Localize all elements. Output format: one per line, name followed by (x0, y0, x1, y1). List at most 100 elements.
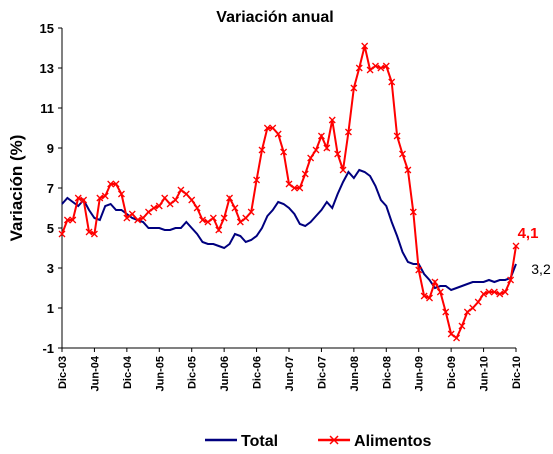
series-line (61, 45, 517, 340)
series-marker (188, 196, 196, 204)
y-tick-label: 11 (40, 101, 54, 116)
series-marker (415, 266, 423, 274)
series-marker (269, 124, 277, 132)
series-marker (226, 194, 234, 202)
series-marker (334, 150, 342, 158)
series-marker (209, 214, 217, 222)
x-tick-label: Jun-10 (479, 356, 491, 391)
series-marker (182, 190, 190, 198)
series-marker (63, 216, 71, 224)
series-marker (290, 184, 298, 192)
y-tick-label: 9 (47, 141, 54, 156)
series-marker (296, 184, 304, 192)
series-marker (490, 288, 498, 296)
series-marker (453, 334, 461, 342)
x-tick-label: Dic-08 (381, 356, 393, 389)
series-marker (496, 290, 504, 298)
series-marker (145, 208, 152, 216)
series-marker (485, 288, 493, 296)
series-marker (242, 214, 250, 222)
series-marker (204, 218, 212, 226)
series-marker (199, 216, 206, 224)
series-marker (285, 180, 293, 188)
series-marker (215, 226, 223, 234)
series-marker (463, 308, 471, 316)
series-marker (361, 42, 369, 50)
series-marker (404, 166, 412, 174)
data-label: 4,1 (518, 225, 539, 242)
series-marker (442, 308, 450, 316)
series-marker (258, 146, 266, 154)
series-marker (58, 230, 66, 238)
series-marker (74, 194, 82, 202)
series-marker (150, 204, 158, 212)
series-marker (69, 216, 77, 224)
series-marker (274, 130, 282, 138)
series-marker (447, 330, 455, 338)
series-marker (280, 148, 288, 156)
x-tick-label: Jun-05 (154, 356, 166, 391)
series-marker (236, 218, 244, 226)
series-marker (90, 230, 98, 238)
series-marker (507, 276, 515, 284)
series-marker (96, 194, 104, 202)
y-tick-label: 15 (40, 21, 54, 36)
series-marker (128, 210, 136, 218)
legend-label: Total (241, 433, 278, 450)
x-tick-label: Dic-04 (122, 355, 134, 389)
series-marker (177, 186, 185, 194)
legend-label: Alimentos (354, 433, 431, 450)
x-tick-label: Dic-03 (57, 356, 69, 389)
x-tick-label: Dic-06 (252, 356, 264, 389)
x-tick-label: Dic-09 (446, 356, 458, 389)
series-marker (317, 132, 325, 140)
x-tick-label: Jun-06 (219, 356, 231, 391)
series-marker (474, 298, 482, 306)
series-marker (431, 278, 439, 286)
series-marker (172, 196, 179, 204)
series-marker (426, 294, 433, 302)
series-marker (469, 304, 477, 312)
series-marker (393, 132, 401, 140)
series-marker (193, 204, 201, 212)
series-marker (339, 166, 347, 174)
x-tick-label: Jun-08 (349, 356, 361, 391)
series-marker (161, 194, 169, 202)
series-marker (323, 144, 331, 152)
series-marker (123, 214, 131, 222)
series-marker (112, 180, 120, 188)
series-marker (301, 170, 309, 178)
series-marker (458, 322, 466, 330)
series-marker (85, 228, 93, 236)
series-marker (501, 288, 509, 296)
series-marker (166, 200, 174, 208)
series-marker (436, 288, 444, 296)
x-tick-label: Dic-05 (187, 356, 199, 389)
series-marker (263, 124, 271, 132)
series-marker (399, 150, 406, 158)
series-marker (155, 202, 163, 210)
series-marker (480, 290, 488, 298)
series-marker (247, 208, 255, 216)
y-tick-label: 13 (40, 61, 54, 76)
y-tick-label: -1 (42, 341, 54, 356)
series-marker (328, 116, 336, 124)
x-tick-label: Dic-10 (511, 356, 523, 389)
x-tick-label: Dic-07 (316, 356, 328, 389)
series-marker (350, 84, 358, 92)
series-marker (220, 214, 228, 222)
series-marker (377, 64, 385, 72)
series-marker (355, 64, 363, 72)
series-marker (231, 204, 239, 212)
x-tick-label: Jun-09 (414, 356, 426, 391)
series-marker (420, 292, 428, 300)
data-label: 3,2 (531, 261, 551, 277)
series-marker (512, 242, 520, 250)
series-marker (80, 196, 88, 204)
series-marker (134, 216, 142, 224)
series-marker (117, 190, 125, 198)
series-marker (344, 128, 352, 136)
series-line (61, 168, 517, 292)
chart-title: Variación anual (216, 9, 333, 26)
